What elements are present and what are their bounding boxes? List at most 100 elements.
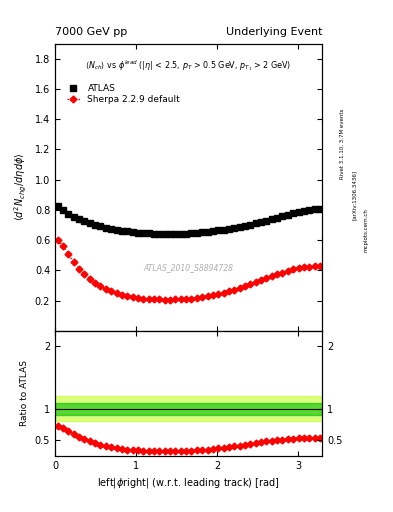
Sherpa 2.2.9 default [200,294,204,301]
Sherpa 2.2.9 default [173,296,178,303]
ATLAS [291,210,296,216]
Sherpa 2.2.9 default [221,290,226,296]
Sherpa 2.2.9 default [227,288,231,294]
ATLAS [189,230,194,237]
ATLAS [227,226,231,232]
Line: ATLAS: ATLAS [55,203,323,237]
Sherpa 2.2.9 default [98,283,103,289]
ATLAS [72,214,76,220]
ATLAS [296,209,301,215]
Y-axis label: Ratio to ATLAS: Ratio to ATLAS [20,360,29,426]
Y-axis label: $\langle d^2 N_{chg}/d\eta d\phi \rangle$: $\langle d^2 N_{chg}/d\eta d\phi \rangle… [13,153,29,222]
Sherpa 2.2.9 default [237,285,242,291]
ATLAS [195,230,199,236]
ATLAS [157,230,162,237]
Text: Rivet 3.1.10, 3.7M events: Rivet 3.1.10, 3.7M events [340,108,345,179]
ATLAS [184,230,189,237]
Sherpa 2.2.9 default [152,296,156,303]
ATLAS [221,227,226,233]
X-axis label: left|$\phi$right| (w.r.t. leading track) [rad]: left|$\phi$right| (w.r.t. leading track)… [97,476,280,490]
ATLAS [307,207,312,213]
ATLAS [125,228,130,234]
Sherpa 2.2.9 default [109,288,114,294]
Text: $\langle N_{ch}\rangle$ vs $\phi^{lead}$ ($|\eta|$ < 2.5, $p_T$ > 0.5 GeV, $p_{T: $\langle N_{ch}\rangle$ vs $\phi^{lead}$… [85,58,292,73]
Sherpa 2.2.9 default [82,271,87,277]
ATLAS [178,230,183,237]
Sherpa 2.2.9 default [291,266,296,272]
Sherpa 2.2.9 default [195,295,199,301]
ATLAS [87,220,92,226]
Text: [arXiv:1306.3436]: [arXiv:1306.3436] [352,169,357,220]
Sherpa 2.2.9 default [307,264,312,270]
ATLAS [275,215,279,221]
Sherpa 2.2.9 default [168,296,173,303]
Sherpa 2.2.9 default [87,275,92,282]
Sherpa 2.2.9 default [232,287,237,293]
Sherpa 2.2.9 default [141,295,146,302]
Sherpa 2.2.9 default [242,283,247,289]
Sherpa 2.2.9 default [130,294,135,301]
ATLAS [109,226,114,232]
ATLAS [152,230,156,237]
Sherpa 2.2.9 default [77,266,81,272]
Sherpa 2.2.9 default [269,273,274,280]
ATLAS [77,216,81,222]
ATLAS [264,218,269,224]
Sherpa 2.2.9 default [285,268,290,274]
ATLAS [237,224,242,230]
Text: ATLAS_2010_S8894728: ATLAS_2010_S8894728 [143,263,234,272]
Sherpa 2.2.9 default [55,237,60,243]
ATLAS [253,220,258,226]
ATLAS [55,203,60,209]
ATLAS [66,210,71,217]
Sherpa 2.2.9 default [119,292,124,298]
ATLAS [168,231,173,237]
ATLAS [141,230,146,236]
ATLAS [205,229,210,235]
ATLAS [61,207,65,213]
ATLAS [280,214,285,220]
ATLAS [130,229,135,235]
ATLAS [232,225,237,231]
ATLAS [200,229,204,236]
ATLAS [146,230,151,237]
ATLAS [312,206,317,212]
Sherpa 2.2.9 default [264,275,269,282]
ATLAS [216,227,220,233]
Sherpa 2.2.9 default [211,292,215,298]
Sherpa 2.2.9 default [280,269,285,275]
Sherpa 2.2.9 default [125,293,130,300]
Sherpa 2.2.9 default [216,291,220,297]
Text: Underlying Event: Underlying Event [226,27,322,37]
ATLAS [162,231,167,237]
Sherpa 2.2.9 default [205,293,210,300]
Text: mcplots.cern.ch: mcplots.cern.ch [364,208,369,252]
Bar [55,396,322,421]
Line: Sherpa 2.2.9 default: Sherpa 2.2.9 default [55,238,322,302]
Sherpa 2.2.9 default [301,264,306,270]
Sherpa 2.2.9 default [189,295,194,302]
Sherpa 2.2.9 default [318,263,322,269]
Sherpa 2.2.9 default [178,296,183,303]
Bar [55,402,322,415]
Sherpa 2.2.9 default [312,263,317,269]
Sherpa 2.2.9 default [103,286,108,292]
Sherpa 2.2.9 default [253,280,258,286]
ATLAS [93,222,97,228]
ATLAS [242,223,247,229]
Sherpa 2.2.9 default [146,296,151,302]
ATLAS [248,222,253,228]
Sherpa 2.2.9 default [248,281,253,287]
Sherpa 2.2.9 default [66,251,71,258]
Sherpa 2.2.9 default [93,280,97,286]
ATLAS [285,211,290,218]
ATLAS [103,225,108,231]
Legend: ATLAS, Sherpa 2.2.9 default: ATLAS, Sherpa 2.2.9 default [65,82,182,106]
Sherpa 2.2.9 default [259,278,263,284]
Sherpa 2.2.9 default [61,243,65,249]
Sherpa 2.2.9 default [114,290,119,296]
Sherpa 2.2.9 default [136,295,140,301]
ATLAS [173,231,178,237]
ATLAS [114,227,119,233]
Sherpa 2.2.9 default [275,271,279,278]
